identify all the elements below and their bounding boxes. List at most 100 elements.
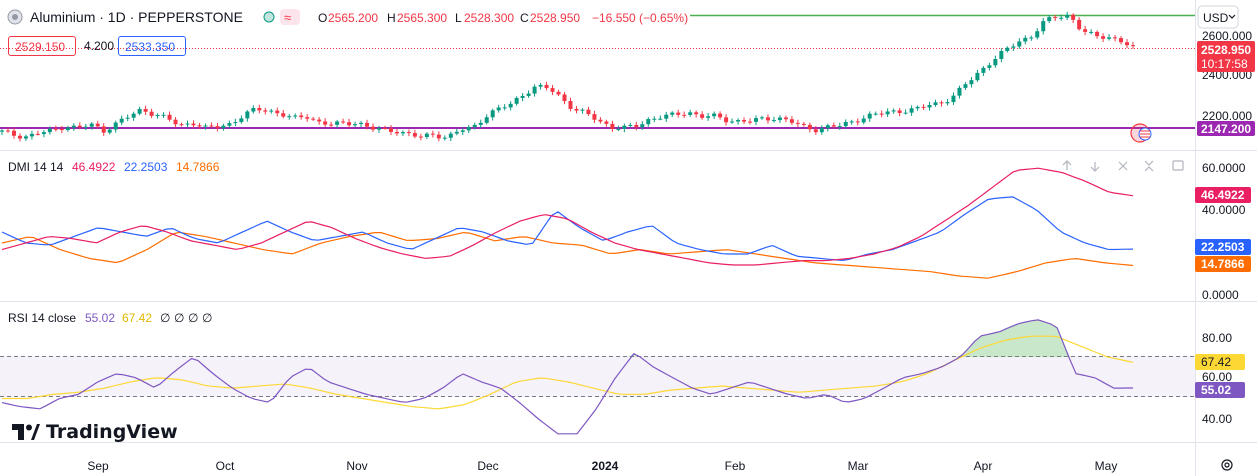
candle-body xyxy=(281,113,286,117)
candle-body xyxy=(831,125,836,127)
candle-body xyxy=(987,65,992,68)
candle-body xyxy=(1083,29,1088,32)
candle-body xyxy=(897,110,902,114)
candle-body xyxy=(185,123,190,125)
candle-body xyxy=(484,117,489,123)
candle-body xyxy=(1119,38,1124,43)
price-axis[interactable]: USD 2600.000 2400.000 2200.000 2528.950 … xyxy=(1195,5,1255,426)
arrow-up-icon[interactable] xyxy=(1062,160,1072,170)
candle-body xyxy=(107,129,112,133)
candle-body xyxy=(155,114,160,116)
candle-body xyxy=(622,125,627,129)
candle-body xyxy=(915,106,920,109)
candle-body xyxy=(263,110,268,112)
bid-box[interactable]: 2529.150 xyxy=(8,36,76,56)
candle-body xyxy=(933,102,938,106)
economic-event-flag-icon[interactable] xyxy=(1130,123,1152,143)
candle-body xyxy=(532,86,537,94)
rsi-pane[interactable] xyxy=(0,319,1195,435)
candle-body xyxy=(957,87,962,96)
time-tick-apr: Apr xyxy=(974,459,993,473)
dmi-pane[interactable] xyxy=(1,160,1184,279)
candle-body xyxy=(783,117,788,120)
candle-body xyxy=(1065,14,1070,18)
dmi-title[interactable]: DMI 14 14 xyxy=(8,160,64,174)
candle-body xyxy=(873,113,878,115)
candle-body xyxy=(23,136,28,139)
candle-body xyxy=(1029,37,1034,39)
candle-body xyxy=(646,119,651,125)
currency-selector[interactable] xyxy=(1197,5,1239,29)
candle-body xyxy=(765,117,770,121)
dmi-minus-di-tag xyxy=(1195,239,1251,255)
time-tick-2024: 2024 xyxy=(592,459,619,473)
candle-body xyxy=(562,94,567,102)
candle-body xyxy=(305,117,310,119)
candle-body xyxy=(879,113,884,115)
candle-body xyxy=(323,121,328,125)
candle-body xyxy=(975,72,980,81)
candle-body xyxy=(999,51,1004,60)
candle-body xyxy=(472,124,477,128)
candle-body xyxy=(191,123,196,126)
candle-body xyxy=(807,124,812,130)
candle-body xyxy=(245,111,250,119)
candle-body xyxy=(317,119,322,122)
candle-body xyxy=(353,124,358,126)
candle-body xyxy=(203,125,208,127)
market-status-icon[interactable] xyxy=(263,11,275,23)
candle-body xyxy=(544,84,549,89)
candle-body xyxy=(293,115,298,117)
candle-body xyxy=(1113,37,1118,39)
candle-body xyxy=(173,119,178,125)
candle-body xyxy=(1017,41,1022,47)
candle-body xyxy=(724,117,729,123)
candle-body xyxy=(11,130,16,136)
ohlc-low-label: L xyxy=(455,11,462,25)
arrow-down-icon[interactable] xyxy=(1090,162,1100,172)
close-icon[interactable] xyxy=(1118,161,1128,171)
candle-body xyxy=(365,122,370,127)
dmi-adx-value: 14.7866 xyxy=(176,160,220,174)
rsi-tag xyxy=(1195,382,1245,398)
settings-gear-icon[interactable] xyxy=(1221,459,1233,471)
candle-body xyxy=(670,112,675,115)
extended-hours-badge[interactable] xyxy=(280,9,300,25)
time-axis[interactable]: Sep Oct Nov Dec 2024 Feb Mar Apr May xyxy=(87,459,1233,473)
candle-body xyxy=(580,109,585,111)
rsi-title[interactable]: RSI 14 close xyxy=(8,311,76,325)
rsi-line xyxy=(1,319,1133,435)
tradingview-logo[interactable]: TradingView xyxy=(12,421,178,443)
candle-body xyxy=(771,120,776,122)
maximize-icon[interactable] xyxy=(1172,160,1184,171)
candle-body xyxy=(706,116,711,118)
countdown-value: 10:17:58 xyxy=(1201,57,1248,71)
rsi-value: 55.02 xyxy=(85,311,115,325)
candle-body xyxy=(1125,42,1130,46)
candle-body xyxy=(131,113,136,118)
candle-body xyxy=(963,84,968,88)
candle-body xyxy=(795,122,800,124)
ask-box[interactable]: 2533.350 xyxy=(118,36,186,56)
candle-body xyxy=(825,125,830,129)
candle-body xyxy=(712,113,717,117)
symbol-title[interactable]: Aluminium · 1D · PEPPERSTONE xyxy=(30,9,243,25)
candle-body xyxy=(382,128,387,130)
candle-body xyxy=(1101,36,1106,39)
dmi-plus-di-line xyxy=(1,167,1134,266)
price-pane[interactable] xyxy=(0,11,1195,142)
dmi-plus-di-axis-value: 46.4922 xyxy=(1201,188,1245,202)
collapse-icon[interactable] xyxy=(1144,160,1154,172)
currency-label: USD xyxy=(1203,11,1229,25)
price-tick-2200: 2200.000 xyxy=(1202,109,1252,123)
candle-body xyxy=(424,133,429,137)
dmi-adx-axis-value: 14.7866 xyxy=(1201,257,1245,271)
candle-body xyxy=(1131,45,1135,47)
candle-body xyxy=(287,116,292,118)
candle-body xyxy=(460,130,465,132)
rsi-ma-tag xyxy=(1195,354,1245,370)
candle-body xyxy=(748,121,753,123)
pane-toolbar[interactable] xyxy=(1062,160,1184,172)
candle-body xyxy=(89,123,94,127)
